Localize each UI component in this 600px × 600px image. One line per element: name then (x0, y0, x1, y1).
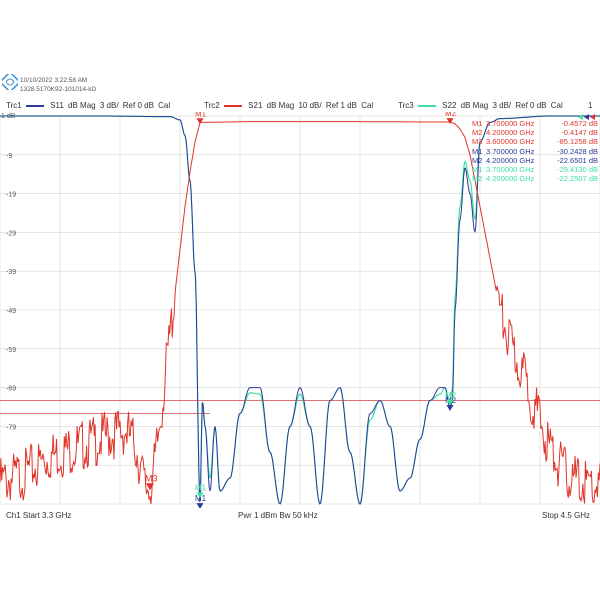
marker-id: M3 (472, 137, 483, 147)
marker-frequency: 3.600000 GHz (486, 137, 535, 147)
marker-glyph-m2[interactable] (446, 118, 454, 125)
marker-value: -22.2507 dB (557, 174, 598, 184)
trace-color-swatch (223, 104, 242, 107)
marker-glyph-m1[interactable] (196, 118, 204, 125)
trace-trc3[interactable]: Trc3 S22 dB Mag 3 dB/ Ref 0 dB Cal (398, 101, 563, 110)
trace-cal: Cal (158, 101, 171, 110)
marker-id: M2 (472, 128, 483, 138)
trace-id: Trc3 (398, 101, 414, 110)
trace-s11[interactable] (0, 115, 600, 505)
marker-table-row: M2 4.200000 GHz -0.4147 dB (472, 128, 598, 137)
marker-glyph-m2[interactable] (446, 404, 454, 411)
y-tick-label: -59 (6, 347, 16, 354)
marker-value: -30.2428 dB (557, 146, 598, 156)
trace-format: dB Mag (460, 101, 489, 110)
trace-param: S11 (50, 101, 64, 110)
marker-id: M2 (472, 155, 483, 165)
marker-label: M1 (195, 112, 207, 118)
marker-table-row: M1 3.700000 GHz -30.2428 dB (472, 147, 598, 156)
marker-frequency: 4.200000 GHz (486, 155, 535, 165)
y-tick-label: -29 (6, 230, 16, 237)
trace-param: S21 (248, 101, 263, 110)
marker-glyphs[interactable]: M1M2M3M1M2M1M2 (145, 112, 457, 508)
y-tick-label: -19 (6, 192, 16, 199)
footer: Ch1 Start 3.3 GHz Pwr 1 dBm Bw 50 kHz St… (0, 508, 600, 524)
marker-label: M1 (195, 494, 207, 503)
trace-format: dB Mag (266, 101, 295, 110)
marker-value: -0.4572 dB (561, 119, 598, 128)
start-frequency: Ch1 Start 3.3 GHz (6, 511, 72, 520)
marker-frequency: 3.700000 GHz (486, 119, 535, 128)
marker-table: M1 3.700000 GHz -0.4572 dB M2 4.200000 GHz -0… (472, 119, 598, 183)
trace-ref: Ref 0 dB (515, 101, 547, 110)
trace-s21[interactable] (0, 121, 600, 505)
timestamp-block: 10/10/2022 3:22:58 AM 1328.5170K92-10101… (20, 76, 96, 94)
marker-table-row: M1 3.700000 GHz -0.4572 dB (472, 119, 598, 128)
trace-format: dB Mag (68, 101, 96, 110)
device-id: 1328.5170K92-101014-kD (20, 86, 97, 93)
trace-ref: Ref 1 dB (325, 101, 357, 110)
marker-label: M2 (445, 112, 457, 118)
marker-table-row: M1 3.700000 GHz -29.4130 dB (472, 165, 598, 174)
power-bandwidth: Pwr 1 dBm Bw 50 kHz (238, 511, 318, 520)
marker-id: M1 (472, 165, 483, 175)
trace-trc2[interactable]: Trc2 S21 dB Mag 10 dB/ Ref 1 dB Cal (204, 101, 373, 110)
marker-glyph-m2[interactable] (446, 399, 454, 406)
trace-id: Trc1 (6, 101, 22, 110)
marker-value: -22.6501 dB (557, 155, 598, 165)
marker-value: -0.4147 dB (561, 128, 598, 138)
marker-label: M3 (145, 473, 158, 483)
reference-level-arrow (578, 114, 583, 120)
marker-glyph-m1[interactable] (196, 503, 204, 508)
rohde-schwarz-logo-icon (2, 74, 18, 90)
y-tick-labels: 1 dB-9-19-29-39-49-59-69-79 (1, 113, 16, 431)
marker-frequency: 4.200000 GHz (486, 174, 535, 184)
vna-plot[interactable]: 1 dB-9-19-29-39-49-59-69-79 M1M2M3M1M2M1… (0, 112, 600, 508)
marker-value: -85.1258 dB (557, 137, 598, 147)
marker-frequency: 4.200000 GHz (486, 128, 535, 138)
y-tick-label: -69 (6, 386, 16, 393)
reference-level-arrow (590, 114, 595, 120)
timestamp: 10/10/2022 3:22:58 AM (20, 77, 88, 84)
trace-color-swatch (417, 104, 436, 107)
marker-frequency: 3.700000 GHz (486, 146, 535, 156)
trace-id: Trc2 (204, 101, 220, 110)
marker-id: M1 (472, 146, 483, 156)
marker-label: M2 (445, 391, 457, 400)
trace-legend: Trc1 S11 dB Mag 3 dB/ Ref 0 dB Cal Trc2 … (0, 100, 600, 114)
trace-cal: Cal (361, 101, 374, 110)
reference-arrows (578, 114, 595, 120)
marker-value: -29.4130 dB (557, 165, 598, 175)
channel-tag: 1 (588, 101, 593, 110)
marker-frequency: 3.700000 GHz (486, 165, 535, 175)
y-tick-label: -9 (6, 153, 12, 160)
trace-cal: Cal (550, 101, 563, 110)
trace-scale: 10 dB/ (298, 101, 322, 110)
trace-scale: 3 dB/ (492, 101, 512, 110)
marker-table-row: M2 4.200000 GHz -22.2507 dB (472, 174, 598, 183)
y-tick-label: -49 (6, 308, 16, 315)
trace-scale: 3 dB/ (99, 101, 119, 110)
marker-id: M1 (472, 119, 483, 128)
trace-color-swatch (25, 104, 44, 107)
reference-level-arrow (584, 114, 589, 120)
marker-label: M1 (195, 483, 207, 492)
grid (0, 115, 600, 505)
y-tick-label: -39 (6, 269, 16, 276)
marker-id: M2 (472, 174, 483, 184)
trace-trc1[interactable]: Trc1 S11 dB Mag 3 dB/ Ref 0 dB Cal (6, 101, 170, 110)
marker-glyph-m1[interactable] (196, 492, 204, 499)
marker-table-row: M2 4.200000 GHz -22.6501 dB (472, 156, 598, 165)
marker-table-row: M3 3.600000 GHz -85.1258 dB (472, 137, 598, 146)
y-tick-label: -79 (6, 424, 16, 431)
stop-frequency: Stop 4.5 GHz (542, 511, 591, 520)
header: 10/10/2022 3:22:58 AM 1328.5170K92-10101… (0, 0, 600, 115)
trace-lines (0, 115, 600, 505)
trace-param: S22 (442, 101, 457, 110)
marker-glyph-m3[interactable] (146, 483, 154, 491)
trace-ref: Ref 0 dB (122, 101, 154, 110)
